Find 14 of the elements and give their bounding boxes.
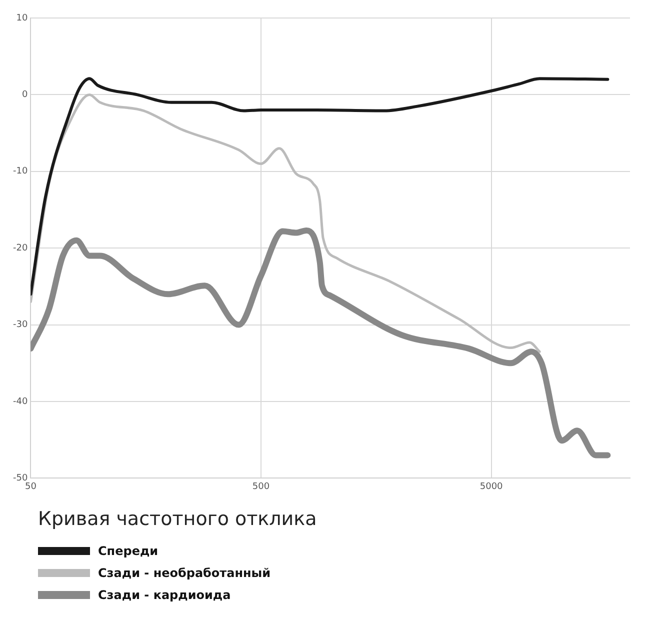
y-tick-label: -20 [12,243,28,254]
y-tick-label: -10 [12,166,28,177]
x-tick-label: 5000 [480,482,504,492]
text: Кривая частотного отклика [38,508,317,530]
legend-label: Спереди [98,544,158,558]
y-tick-label: 10 [16,13,28,24]
y-tick-label: -50 [12,474,28,484]
y-tick-label: 0 [22,90,28,100]
x-tick-label: 500 [252,482,270,492]
legend-label: Сзади - кардиоида [98,588,231,602]
x-tick-label: 50 [24,482,37,492]
legend-label: Сзади - необработанный [98,566,271,580]
y-tick-label: -30 [12,320,28,330]
y-tick-label: -40 [12,396,28,407]
